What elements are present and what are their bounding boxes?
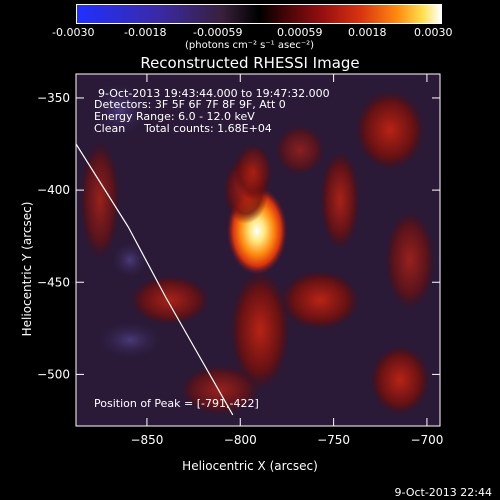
x-tick-label: −800	[224, 433, 257, 447]
emission-sources	[223, 143, 288, 275]
energy-annotation: Energy Range: 6.0 - 12.0 keV	[94, 110, 255, 123]
y-tick-label: −450	[37, 275, 70, 289]
peak-position-annotation: Position of Peak = [-791,-422]	[94, 397, 259, 410]
total-counts-annotation: Total counts: 1.68E+04	[144, 122, 272, 135]
x-tick-label: −850	[130, 433, 163, 447]
y-axis-label: Heliocentric Y (arcsec)	[20, 201, 34, 337]
detectors-annotation: Detectors: 3F 5F 6F 7F 8F 9F, Att 0	[94, 98, 286, 111]
colorbar-tick: -0.0018	[124, 26, 167, 39]
x-axis-label: Heliocentric X (arcsec)	[182, 459, 318, 473]
plot-frame	[75, 73, 441, 427]
y-tick-label: −500	[37, 367, 70, 381]
axis-ticks: −850 −800 −750 −700 −500 −450 −400 −350	[37, 74, 443, 447]
x-tick-label: −700	[410, 433, 443, 447]
footer-timestamp: 9-Oct-2013 22:44	[394, 486, 492, 499]
colorbar-tick: 0.0030	[414, 26, 453, 39]
y-tick-label: −350	[37, 91, 70, 105]
solar-limb-line	[76, 143, 234, 416]
colorbar-unit-label: (photons cm⁻² s⁻¹ asec⁻²)	[185, 40, 315, 51]
colorbar-tick: -0.00059	[193, 26, 243, 39]
x-tick-label: −750	[317, 433, 350, 447]
colorbar-tick: 0.0018	[348, 26, 387, 39]
chart-title: Reconstructed RHESSI Image	[140, 54, 360, 72]
colorbar-tick: 0.00059	[277, 26, 323, 39]
emission-source	[234, 143, 273, 201]
time-range-annotation: 9-Oct-2013 19:43:44.000 to 19:47:32.000	[98, 87, 330, 100]
y-tick-label: −400	[37, 183, 70, 197]
colorbar	[76, 4, 442, 24]
clean-annotation: Clean	[94, 122, 126, 135]
colorbar-tick: -0.0030	[52, 26, 95, 39]
